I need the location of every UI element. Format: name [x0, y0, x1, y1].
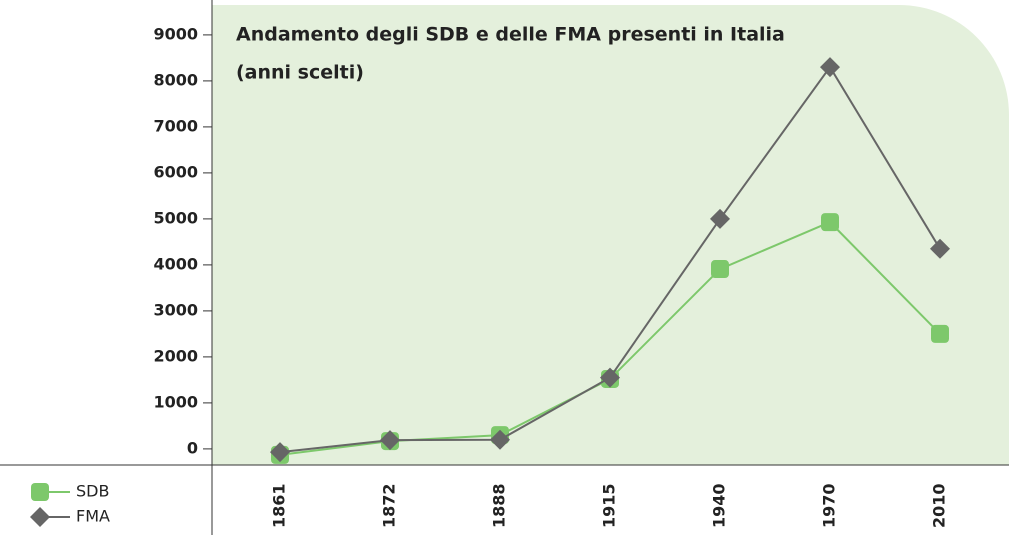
- y-tick-label: 7000: [153, 116, 198, 135]
- x-tick-label: 2010: [930, 483, 949, 528]
- legend-label: FMA: [76, 507, 110, 526]
- legend-label: SDB: [76, 482, 109, 501]
- marker: [930, 238, 950, 259]
- x-tick-label: 1872: [380, 483, 399, 528]
- marker: [931, 324, 949, 343]
- marker: [270, 442, 290, 463]
- y-tick-label: 0: [187, 438, 198, 457]
- legend-marker: [30, 507, 50, 527]
- legend-marker: [31, 483, 49, 501]
- y-tick-label: 6000: [153, 162, 198, 181]
- x-tick-label: 1915: [600, 483, 619, 528]
- y-tick-label: 4000: [153, 254, 198, 273]
- marker: [820, 57, 840, 78]
- marker: [711, 260, 729, 279]
- y-tick-label: 3000: [153, 300, 198, 319]
- marker: [710, 208, 730, 229]
- y-tick-label: 1000: [153, 392, 198, 411]
- marker: [490, 429, 510, 450]
- chart-title: (anni scelti): [236, 62, 364, 84]
- x-tick-label: 1888: [490, 483, 509, 528]
- marker: [821, 213, 839, 232]
- x-tick-label: 1940: [710, 483, 729, 528]
- y-tick-label: 8000: [153, 70, 198, 89]
- marker: [380, 430, 400, 451]
- x-tick-label: 1861: [270, 483, 289, 528]
- y-tick-label: 5000: [153, 208, 198, 227]
- plot-background: [212, 5, 1009, 465]
- marker: [600, 367, 620, 388]
- x-tick-label: 1970: [820, 483, 839, 528]
- chart-title: Andamento degli SDB e delle FMA presenti…: [236, 24, 785, 46]
- y-tick-label: 9000: [153, 24, 198, 43]
- y-tick-label: 2000: [153, 346, 198, 365]
